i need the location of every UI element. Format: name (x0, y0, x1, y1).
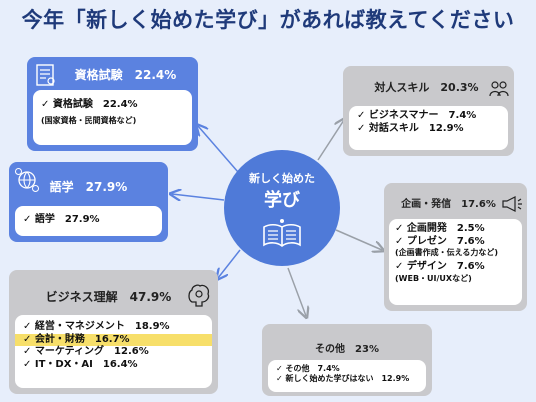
card-kikaku-note: (企画書作成・伝える力など) (395, 248, 499, 257)
card-shikaku-body: ✓ 資格試験 22.4% (国家資格・民間資格など) (33, 90, 192, 145)
card-business-line: ✓ IT・DX・AI 16.4% (23, 358, 138, 370)
card-gogaku: 語学 27.9% ✓ 語学 27.9% (9, 162, 168, 242)
arrow-kikaku (335, 229, 382, 250)
card-sonota: その他 23% ✓ その他 7.4% ✓ 新しく始めた学びはない 12.9% (262, 324, 432, 396)
book-icon (261, 218, 303, 254)
card-gogaku-line: ✓ 語学 27.9% (23, 214, 100, 225)
arrow-taijin (317, 120, 344, 161)
card-gogaku-header: 語学 27.9% (49, 180, 128, 194)
arrow-shikaku (198, 126, 239, 173)
card-taijin: 対人スキル 20.3% ✓ ビジネスマナー 7.4% ✓ 対話スキル 12.9% (343, 66, 514, 156)
card-shikaku-header: 資格試験 22.4% (74, 68, 177, 82)
megaphone-icon (501, 195, 523, 217)
card-kikaku-line: ✓ デザイン 7.6% (395, 261, 485, 272)
language-icon (15, 168, 39, 196)
card-kikaku-body: ✓ 企画開発 2.5% ✓ プレゼン 7.6% (企画書作成・伝える力など) ✓… (389, 219, 522, 305)
brain-gear-icon (186, 282, 212, 312)
card-sonota-line: ✓ 新しく始めた学びはない 12.9% (276, 374, 410, 383)
card-taijin-line: ✓ ビジネスマナー 7.4% (357, 110, 477, 121)
center-title: 学び (264, 190, 300, 211)
card-taijin-body: ✓ ビジネスマナー 7.4% ✓ 対話スキル 12.9% (349, 106, 508, 150)
card-kikaku-line: ✓ プレゼン 7.6% (395, 235, 485, 247)
card-sonota-body: ✓ その他 7.4% ✓ 新しく始めた学びはない 12.9% (268, 360, 426, 392)
card-gogaku-body: ✓ 語学 27.9% (15, 206, 162, 236)
card-business-line: ✓ 経営・マネジメント 18.9% (23, 321, 170, 332)
card-business-line-highlight: ✓ 会計・財務 16.7% (15, 333, 212, 346)
card-business-body: ✓ 経営・マネジメント 18.9% ✓ 会計・財務 16.7% ✓ マーケティン… (15, 315, 212, 388)
center-subtitle: 新しく始めた (249, 172, 315, 185)
page-title: 今年「新しく始めた学び」があれば教えてください (21, 8, 515, 32)
card-sonota-header: その他 23% (315, 344, 379, 355)
card-kikaku-line: ✓ 企画開発 2.5% (395, 223, 485, 234)
card-business: ビジネス理解 47.9% ✓ 経営・マネジメント 18.9% ✓ 会計・財務 1… (9, 270, 218, 394)
arrow-business (218, 249, 241, 278)
center-circle: 新しく始めた 学び (224, 150, 340, 266)
card-sonota-line: ✓ その他 7.4% (276, 364, 340, 373)
card-shikaku-note: (国家資格・民間資格など) (41, 115, 137, 125)
arrow-gogaku (172, 194, 225, 200)
card-business-line: ✓ マーケティング 12.6% (23, 346, 149, 357)
card-shikaku: 資格試験 22.4% ✓ 資格試験 22.4% (国家資格・民間資格など) (27, 57, 198, 151)
card-business-header: ビジネス理解 47.9% (45, 290, 172, 304)
arrow-sonota (287, 267, 306, 316)
people-icon (488, 79, 510, 103)
card-kikaku-note: (WEB・UI/UXなど) (395, 273, 472, 283)
card-kikaku: 企画・発信 17.6% ✓ 企画開発 2.5% ✓ プレゼン 7.6% (企画書… (384, 183, 527, 311)
certificate-icon (35, 63, 57, 91)
card-kikaku-header: 企画・発信 17.6% (401, 199, 496, 210)
card-taijin-line: ✓ 対話スキル 12.9% (357, 122, 464, 134)
card-taijin-header: 対人スキル 20.3% (374, 81, 479, 94)
card-shikaku-line: ✓ 資格試験 22.4% (41, 99, 138, 110)
